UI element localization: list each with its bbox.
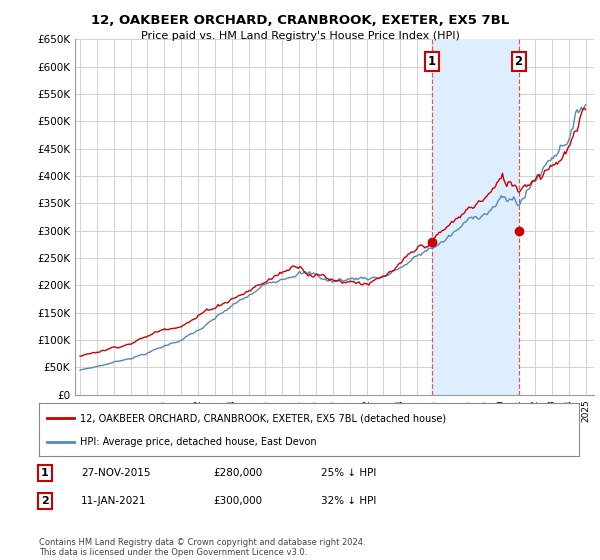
Bar [432, 39, 518, 395]
Text: HPI: Average price, detached house, East Devon: HPI: Average price, detached house, East… [79, 436, 316, 446]
Text: Contains HM Land Registry data © Crown copyright and database right 2024.
This d: Contains HM Land Registry data © Crown c… [39, 538, 365, 557]
Text: 32% ↓ HPI: 32% ↓ HPI [321, 496, 376, 506]
Text: 2: 2 [515, 54, 523, 68]
Text: 25% ↓ HPI: 25% ↓ HPI [321, 468, 376, 478]
Text: 12, OAKBEER ORCHARD, CRANBROOK, EXETER, EX5 7BL: 12, OAKBEER ORCHARD, CRANBROOK, EXETER, … [91, 14, 509, 27]
Text: Price paid vs. HM Land Registry's House Price Index (HPI): Price paid vs. HM Land Registry's House … [140, 31, 460, 41]
Text: 1: 1 [41, 468, 49, 478]
Text: 11-JAN-2021: 11-JAN-2021 [81, 496, 146, 506]
Text: 27-NOV-2015: 27-NOV-2015 [81, 468, 151, 478]
Text: £280,000: £280,000 [213, 468, 262, 478]
Text: £300,000: £300,000 [213, 496, 262, 506]
Text: 2: 2 [41, 496, 49, 506]
Text: 12, OAKBEER ORCHARD, CRANBROOK, EXETER, EX5 7BL (detached house): 12, OAKBEER ORCHARD, CRANBROOK, EXETER, … [79, 413, 446, 423]
Text: 1: 1 [428, 54, 436, 68]
